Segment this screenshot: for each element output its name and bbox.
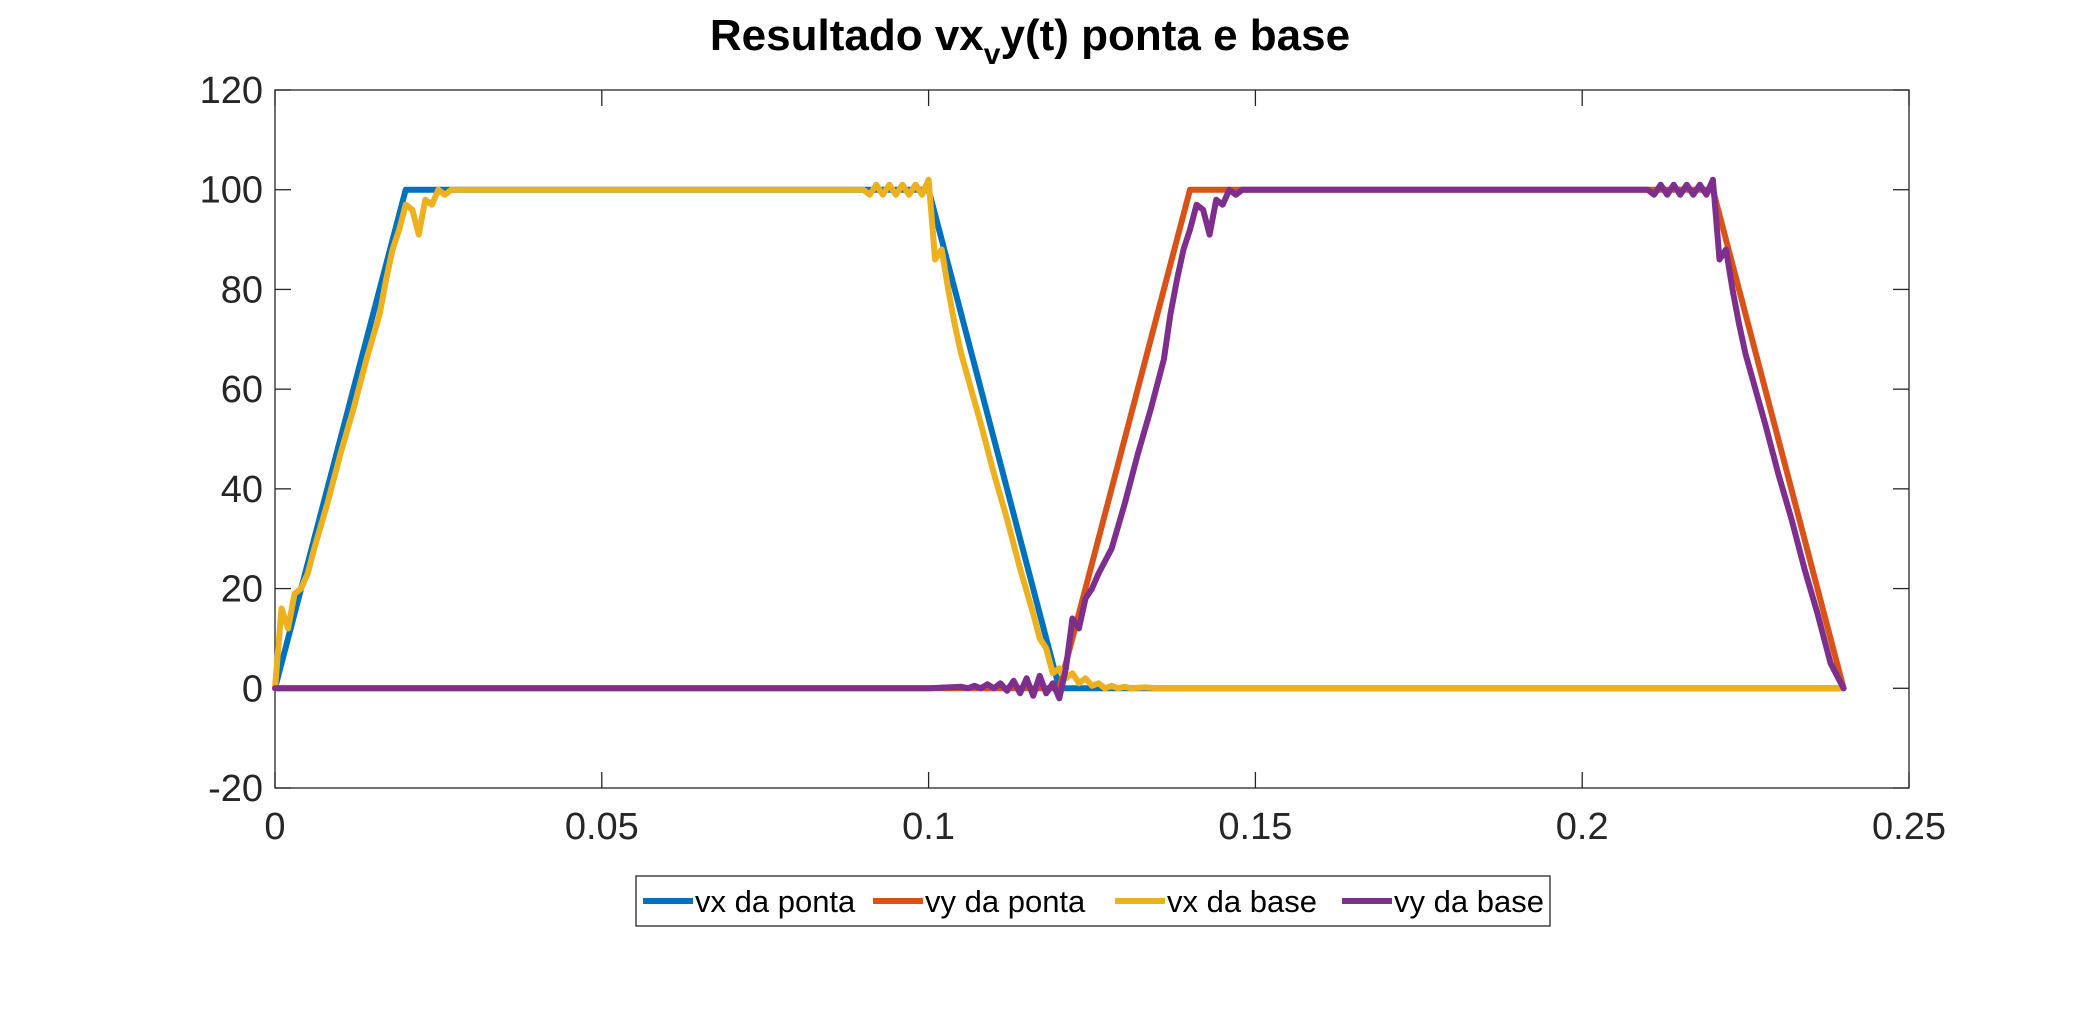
- legend-label: vx da ponta: [695, 884, 856, 919]
- x-tick-label: 0.2: [1556, 806, 1609, 848]
- legend-label: vy da ponta: [925, 884, 1086, 919]
- x-tick-label: 0: [264, 806, 285, 848]
- plot-area: [274, 89, 1910, 789]
- x-tick-label: 0.05: [565, 806, 639, 848]
- x-tick-label: 0.1: [902, 806, 955, 848]
- y-tick-label: 120: [200, 70, 263, 112]
- series-line-3: [272, 176, 1847, 692]
- y-tick-label: 0: [242, 668, 263, 710]
- chart-title-part-1: Resultado vx: [710, 11, 984, 60]
- y-tick-label: 40: [221, 469, 263, 511]
- chart-title-subscript: v: [984, 38, 1001, 71]
- chart-title: Resultado vxvy(t) ponta e base: [710, 11, 1350, 71]
- y-tick-label: 60: [221, 369, 263, 411]
- y-tick-label: -20: [208, 768, 263, 810]
- legend-label: vy da base: [1394, 884, 1544, 919]
- legend-box: [635, 875, 1551, 927]
- legend-label: vx da base: [1167, 884, 1317, 919]
- y-tick-label: 20: [221, 569, 263, 611]
- series-layer: [272, 176, 1847, 702]
- y-tick-label: 80: [221, 269, 263, 311]
- legend: vx da ponta vy da ponta vx da base vy da ba…: [635, 875, 1551, 927]
- series-line-4: [272, 176, 1847, 702]
- x-tick-label: 0.15: [1218, 806, 1292, 848]
- chart-title-part-2: y(t) ponta e base: [1000, 11, 1350, 60]
- x-tick-label: 0.25: [1872, 806, 1946, 848]
- y-tick-label: 100: [200, 170, 263, 212]
